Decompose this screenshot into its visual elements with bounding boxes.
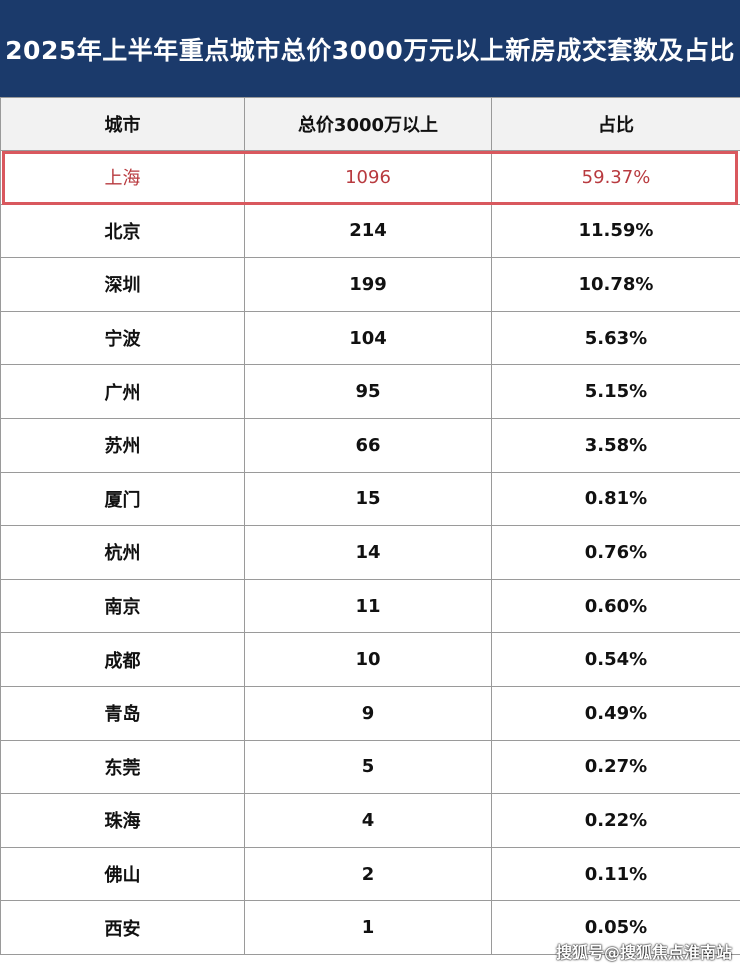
count-cell: 9 <box>244 685 492 741</box>
count-cell: 66 <box>244 417 492 473</box>
table-row: 深圳 199 10.78% <box>0 257 740 312</box>
share-cell: 0.27% <box>491 739 740 795</box>
share-cell: 0.60% <box>491 578 740 634</box>
city-cell: 杭州 <box>0 525 245 580</box>
share-cell: 0.81% <box>491 471 740 527</box>
share-cell: 3.58% <box>491 417 740 473</box>
share-cell: 0.11% <box>491 846 740 902</box>
table-row: 上海 1096 59.37% <box>0 150 740 205</box>
share-cell: 5.15% <box>491 364 740 419</box>
count-cell: 11 <box>244 578 492 634</box>
table-row: 成都 10 0.54% <box>0 632 740 687</box>
count-cell: 1 <box>244 900 492 955</box>
count-cell: 10 <box>244 632 492 687</box>
share-cell: 11.59% <box>491 203 740 259</box>
table-row: 珠海 4 0.22% <box>0 793 740 848</box>
share-cell: 0.54% <box>491 632 740 687</box>
table-row: 北京 214 11.59% <box>0 203 740 259</box>
watermark: 搜狐号@搜狐焦点淮南站 <box>555 943 732 962</box>
count-cell: 1096 <box>244 150 492 205</box>
count-cell: 2 <box>244 846 492 902</box>
city-cell: 珠海 <box>0 793 245 848</box>
data-table: 城市 总价3000万以上 占比 上海 1096 59.37% 北京 214 11.59% 深… <box>0 97 740 955</box>
city-cell: 广州 <box>0 364 245 419</box>
share-cell: 0.22% <box>491 793 740 848</box>
share-cell: 10.78% <box>491 257 740 312</box>
count-cell: 15 <box>244 471 492 527</box>
table-row: 苏州 66 3.58% <box>0 417 740 473</box>
city-cell: 宁波 <box>0 310 245 366</box>
count-cell: 14 <box>244 525 492 580</box>
table-row: 东莞 5 0.27% <box>0 739 740 795</box>
column-header-city: 城市 <box>0 97 245 151</box>
table-row: 南京 11 0.60% <box>0 578 740 634</box>
city-cell: 厦门 <box>0 471 245 527</box>
table-row: 佛山 2 0.11% <box>0 846 740 902</box>
count-cell: 104 <box>244 310 492 366</box>
city-cell: 上海 <box>0 150 245 205</box>
column-header-count: 总价3000万以上 <box>244 97 492 151</box>
count-cell: 95 <box>244 364 492 419</box>
count-cell: 5 <box>244 739 492 795</box>
share-cell: 59.37% <box>491 150 740 205</box>
city-cell: 佛山 <box>0 846 245 902</box>
city-cell: 成都 <box>0 632 245 687</box>
column-header-share: 占比 <box>491 97 740 151</box>
header-row: 城市 总价3000万以上 占比 <box>0 97 740 151</box>
table-row: 青岛 9 0.49% <box>0 685 740 741</box>
city-cell: 北京 <box>0 203 245 259</box>
share-cell: 0.76% <box>491 525 740 580</box>
table-row: 宁波 104 5.63% <box>0 310 740 366</box>
city-cell: 青岛 <box>0 685 245 741</box>
table-row: 广州 95 5.15% <box>0 364 740 419</box>
share-cell: 5.63% <box>491 310 740 366</box>
city-cell: 深圳 <box>0 257 245 312</box>
table-title: 2025年上半年重点城市总价3000万元以上新房成交套数及占比 <box>0 0 740 97</box>
city-cell: 苏州 <box>0 417 245 473</box>
city-cell: 西安 <box>0 900 245 955</box>
count-cell: 214 <box>244 203 492 259</box>
count-cell: 4 <box>244 793 492 848</box>
table-row: 厦门 15 0.81% <box>0 471 740 527</box>
city-cell: 南京 <box>0 578 245 634</box>
city-cell: 东莞 <box>0 739 245 795</box>
share-cell: 0.49% <box>491 685 740 741</box>
count-cell: 199 <box>244 257 492 312</box>
table-row: 杭州 14 0.76% <box>0 525 740 580</box>
